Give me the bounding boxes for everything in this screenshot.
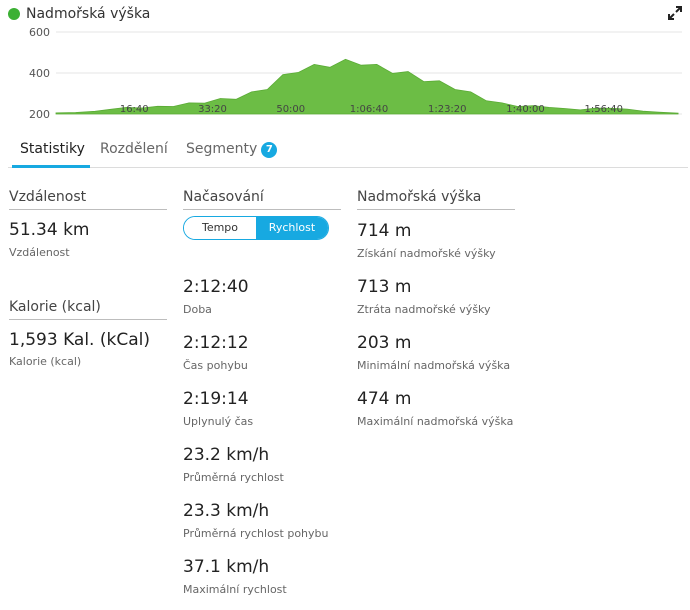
- elevation-column: Nadmořská výška 714 m Získání nadmořské …: [357, 189, 527, 439]
- timing-value: 2:19:14: [183, 389, 249, 409]
- timing-section-title: Načasování: [183, 189, 341, 210]
- pace-speed-toggle: Tempo Rychlost: [183, 216, 329, 240]
- timing-label: Uplynulý čas: [183, 415, 254, 428]
- y-tick-label: 200: [29, 108, 50, 121]
- timing-value: 23.3 km/h: [183, 501, 270, 521]
- timing-value: 2:12:12: [183, 333, 249, 353]
- x-tick-label: 1:06:40: [350, 104, 389, 115]
- calories-value: 1,593 Kal. (kCal): [9, 330, 150, 350]
- distance-value: 51.34 km: [9, 220, 90, 240]
- segment-count-badge: 7: [261, 142, 278, 158]
- elevation-value: 714 m: [357, 221, 412, 241]
- elevation-chart[interactable]: 600 400 200 16:40 33:20 50:00 1:06:40 1:23:20 1:…: [0, 24, 690, 124]
- calories-section-title: Kalorie (kcal): [9, 299, 167, 320]
- timing-value: 23.2 km/h: [183, 445, 270, 465]
- timing-value: 37.1 km/h: [183, 557, 270, 577]
- distance-section-title: Vzdálenost: [9, 189, 167, 210]
- tab-bar: Statistiky Rozdělení Segmenty 7: [8, 132, 688, 168]
- tab-segmenty[interactable]: Segmenty 7: [186, 141, 278, 158]
- distance-label: Vzdálenost: [9, 246, 70, 259]
- timing-label: Doba: [183, 303, 212, 316]
- x-tick-label: 1:23:20: [428, 104, 467, 115]
- timing-label: Průměrná rychlost pohybu: [183, 527, 329, 540]
- elevation-label: Získání nadmořské výšky: [357, 247, 496, 260]
- x-tick-label: 1:40:00: [506, 104, 545, 115]
- distance-calories-column: Vzdálenost 51.34 km Vzdálenost Kalorie (…: [9, 189, 169, 379]
- elevation-value: 713 m: [357, 277, 412, 297]
- active-tab-indicator: [12, 165, 90, 168]
- tab-statistiky[interactable]: Statistiky: [20, 141, 85, 157]
- elevation-section-title: Nadmořská výška: [357, 189, 515, 210]
- toggle-rychlost-button[interactable]: Rychlost: [256, 217, 328, 239]
- elevation-label: Ztráta nadmořské výšky: [357, 303, 491, 316]
- elevation-area[interactable]: [55, 58, 679, 115]
- y-tick-label: 600: [29, 26, 50, 39]
- timing-label: Průměrná rychlost: [183, 471, 284, 484]
- timing-label: Čas pohybu: [183, 359, 248, 372]
- chart-header: Nadmořská výška: [8, 4, 150, 24]
- timing-label: Maximální rychlost: [183, 583, 287, 596]
- y-tick-label: 400: [29, 67, 50, 80]
- timing-value: 2:12:40: [183, 277, 249, 297]
- x-tick-label: 16:40: [120, 104, 149, 115]
- expand-arrows-icon[interactable]: [668, 6, 682, 20]
- timing-column: Načasování Tempo Rychlost 2:12:40 Doba 2…: [183, 189, 353, 604]
- x-tick-label: 50:00: [276, 104, 305, 115]
- tab-rozdeleni[interactable]: Rozdělení: [100, 141, 168, 157]
- chart-title: Nadmořská výška: [26, 6, 151, 22]
- series-color-dot: [8, 8, 20, 20]
- elevation-label: Minimální nadmořská výška: [357, 359, 511, 372]
- calories-label: Kalorie (kcal): [9, 355, 82, 368]
- toggle-tempo-button[interactable]: Tempo: [184, 217, 256, 239]
- tab-segmenty-label: Segmenty: [186, 141, 258, 157]
- elevation-value: 474 m: [357, 389, 412, 409]
- x-tick-label: 1:56:40: [584, 104, 623, 115]
- elevation-value: 203 m: [357, 333, 412, 353]
- x-tick-label: 33:20: [198, 104, 227, 115]
- elevation-label: Maximální nadmořská výška: [357, 415, 514, 428]
